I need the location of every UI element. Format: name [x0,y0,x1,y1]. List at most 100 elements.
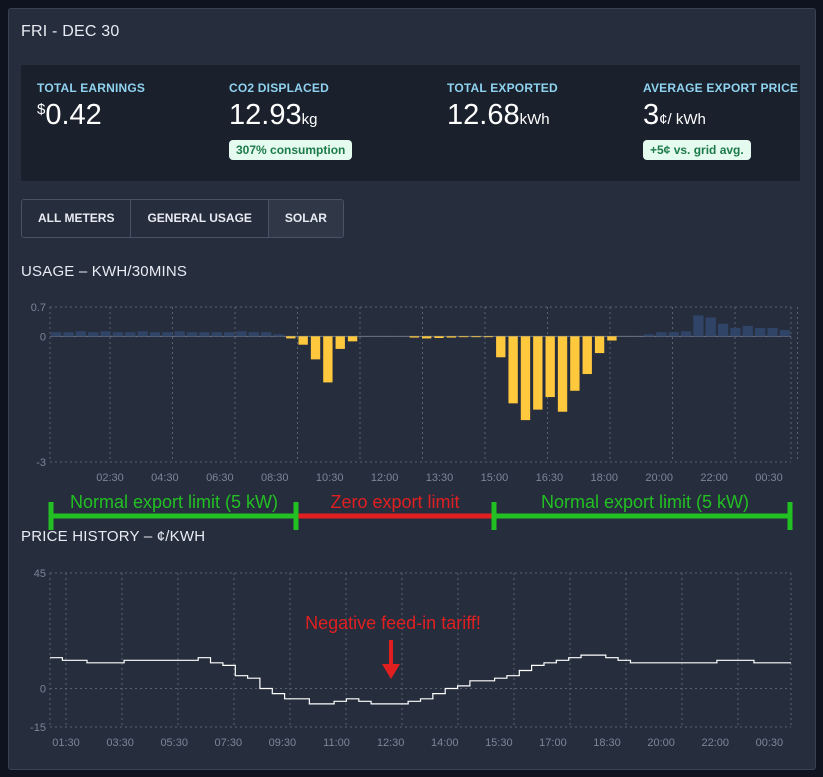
usage-bar [137,331,148,337]
usage-bar [754,327,766,337]
earnings-value: 0.42 [45,99,102,131]
x-tick-label: 13:30 [426,472,454,484]
x-tick-label: 12:00 [371,472,399,484]
solar-export-bar [508,336,518,404]
y-tick-label: -15 [30,722,46,734]
y-tick-label: -3 [36,457,46,469]
export-limit-annotations: Normal export limit (5 kW) Zero export l… [48,492,793,679]
price-chart-title: PRICE HISTORY – ¢/KWH [21,528,206,545]
stat-total-earnings: TOTAL EARNINGS $0.42 [37,81,145,132]
solar-export-bar [459,336,469,338]
x-tick-label: 00:30 [756,737,784,749]
zero-limit-label: Zero export limit [330,492,459,512]
y-tick-label: 0.7 [31,302,46,314]
x-tick-label: 08:30 [261,472,289,484]
usage-bar [260,332,272,337]
usage-bar [680,331,692,337]
solar-export-bar [347,336,358,342]
stat-label: AVERAGE EXPORT PRICE [643,81,799,95]
co2-value: 12.93 [229,99,302,131]
stat-label: TOTAL EARNINGS [37,81,146,95]
usage-bar [273,334,284,337]
y-tick-label: 0 [40,684,46,696]
tab-all-meters[interactable]: ALL METERS [22,200,132,237]
usage-chart: 0.7 0 -3 02:30 04:30 06:30 08:30 10:30 12:00 13:3… [31,302,798,484]
usage-bar [149,332,161,337]
solar-export-bar [557,336,568,412]
usage-bar [112,332,124,337]
solar-export-bar [607,336,617,341]
usage-bar [51,332,62,337]
solar-export-bar [533,336,543,410]
x-tick-label: 15:30 [485,737,513,749]
usage-bar [767,327,778,337]
x-tick-label: 09:30 [269,737,297,749]
x-tick-label: 22:00 [700,472,728,484]
price-chart: 45 0 -15 01:30 03:30 05:30 07:30 09:30 11:00 12:3… [30,568,792,749]
normal-limit-left-label: Normal export limit (5 kW) [70,492,278,512]
stat-total-exported: TOTAL EXPORTED 12.68kWh [447,81,558,132]
usage-bar [162,332,173,337]
usage-bar [199,332,210,337]
usage-chart-title: USAGE – KWH/30MINS [21,263,188,280]
usage-bar [63,332,74,337]
stat-average-export-price: AVERAGE EXPORT PRICE 3¢/ kWh +5¢ vs. gri… [643,81,798,160]
tab-general-usage[interactable]: GENERAL USAGE [131,200,269,237]
price-line [50,654,791,705]
solar-export-bar [310,336,321,360]
solar-export-bar [483,336,494,338]
usage-bar [693,315,704,337]
solar-export-bar [520,336,531,421]
price-unit: ¢/ kWh [659,111,706,128]
x-tick-label: 10:30 [316,472,344,484]
solar-export-bar [323,336,333,383]
usage-bar [236,331,247,337]
stat-label: CO2 DISPLACED [229,81,329,95]
solar-export-bar [594,336,605,354]
x-tick-label: 20:00 [647,737,675,749]
solar-export-bar [422,336,432,339]
x-tick-label: 18:00 [591,472,619,484]
x-tick-label: 14:00 [431,737,459,749]
usage-bar [717,323,729,337]
usage-bar [656,332,667,337]
usage-bar [223,332,235,337]
x-tick-label: 03:30 [106,737,134,749]
x-tick-label: 15:00 [481,472,509,484]
x-tick-label: 01:30 [52,737,80,749]
solar-export-bar [545,336,555,398]
x-tick-label: 02:30 [96,472,124,484]
usage-bar [730,327,741,337]
consumption-badge: 307% consumption [229,140,353,160]
solar-export-bar [446,336,457,338]
x-tick-label: 16:30 [536,472,564,484]
date-heading: FRI - DEC 30 [21,23,120,40]
solar-export-bar [582,336,592,375]
normal-limit-right-label: Normal export limit (5 kW) [541,492,749,512]
solar-export-bar [471,336,481,338]
x-tick-label: 20:00 [645,472,673,484]
x-tick-label: 05:30 [160,737,188,749]
x-tick-label: 17:00 [539,737,567,749]
co2-unit: kg [301,111,318,128]
x-tick-label: 00:30 [755,472,783,484]
solar-export-bar [434,336,444,338]
usage-bar [668,332,679,337]
solar-export-bar [298,336,308,345]
tab-solar[interactable]: SOLAR [268,200,343,237]
negative-tariff-label: Negative feed-in tariff! [305,613,481,633]
y-tick-label: 45 [34,568,46,580]
exported-unit: kWh [519,111,550,128]
grid-comparison-badge: +5¢ vs. grid avg. [643,140,751,160]
usage-bar [186,332,198,337]
solar-export-bar [286,336,296,339]
solar-export-bar [496,336,506,358]
usage-bar [125,332,136,337]
usage-bar [75,331,87,337]
y-tick-label: 0 [40,331,46,343]
usage-bar [705,317,716,337]
stat-label: TOTAL EXPORTED [447,81,558,95]
usage-bar [742,325,753,337]
x-tick-label: 04:30 [151,472,179,484]
